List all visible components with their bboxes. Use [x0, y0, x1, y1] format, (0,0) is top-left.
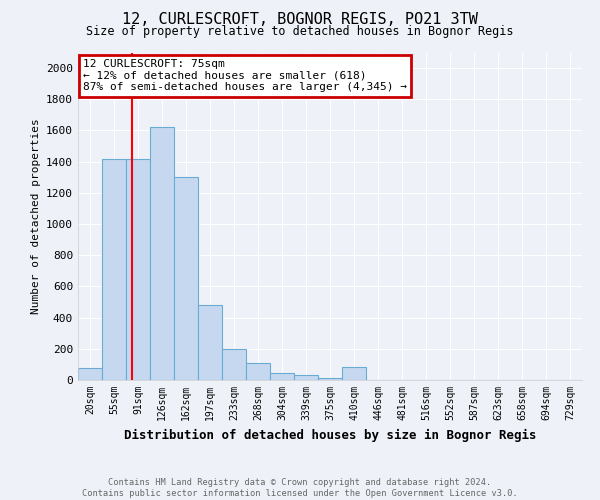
X-axis label: Distribution of detached houses by size in Bognor Regis: Distribution of detached houses by size … [124, 428, 536, 442]
Bar [294, 376, 318, 380]
Bar [126, 158, 150, 380]
Text: Contains HM Land Registry data © Crown copyright and database right 2024.
Contai: Contains HM Land Registry data © Crown c… [82, 478, 518, 498]
Bar [174, 178, 198, 380]
Text: Size of property relative to detached houses in Bognor Regis: Size of property relative to detached ho… [86, 25, 514, 38]
Bar [342, 366, 366, 380]
Bar [222, 349, 246, 380]
Bar [78, 368, 102, 380]
Bar [246, 363, 270, 380]
Bar [270, 374, 294, 380]
Bar [102, 158, 126, 380]
Text: 12 CURLESCROFT: 75sqm
← 12% of detached houses are smaller (618)
87% of semi-det: 12 CURLESCROFT: 75sqm ← 12% of detached … [83, 59, 407, 92]
Text: 12, CURLESCROFT, BOGNOR REGIS, PO21 3TW: 12, CURLESCROFT, BOGNOR REGIS, PO21 3TW [122, 12, 478, 28]
Bar [318, 378, 342, 380]
Bar [198, 305, 222, 380]
Y-axis label: Number of detached properties: Number of detached properties [31, 118, 41, 314]
Bar [150, 128, 174, 380]
